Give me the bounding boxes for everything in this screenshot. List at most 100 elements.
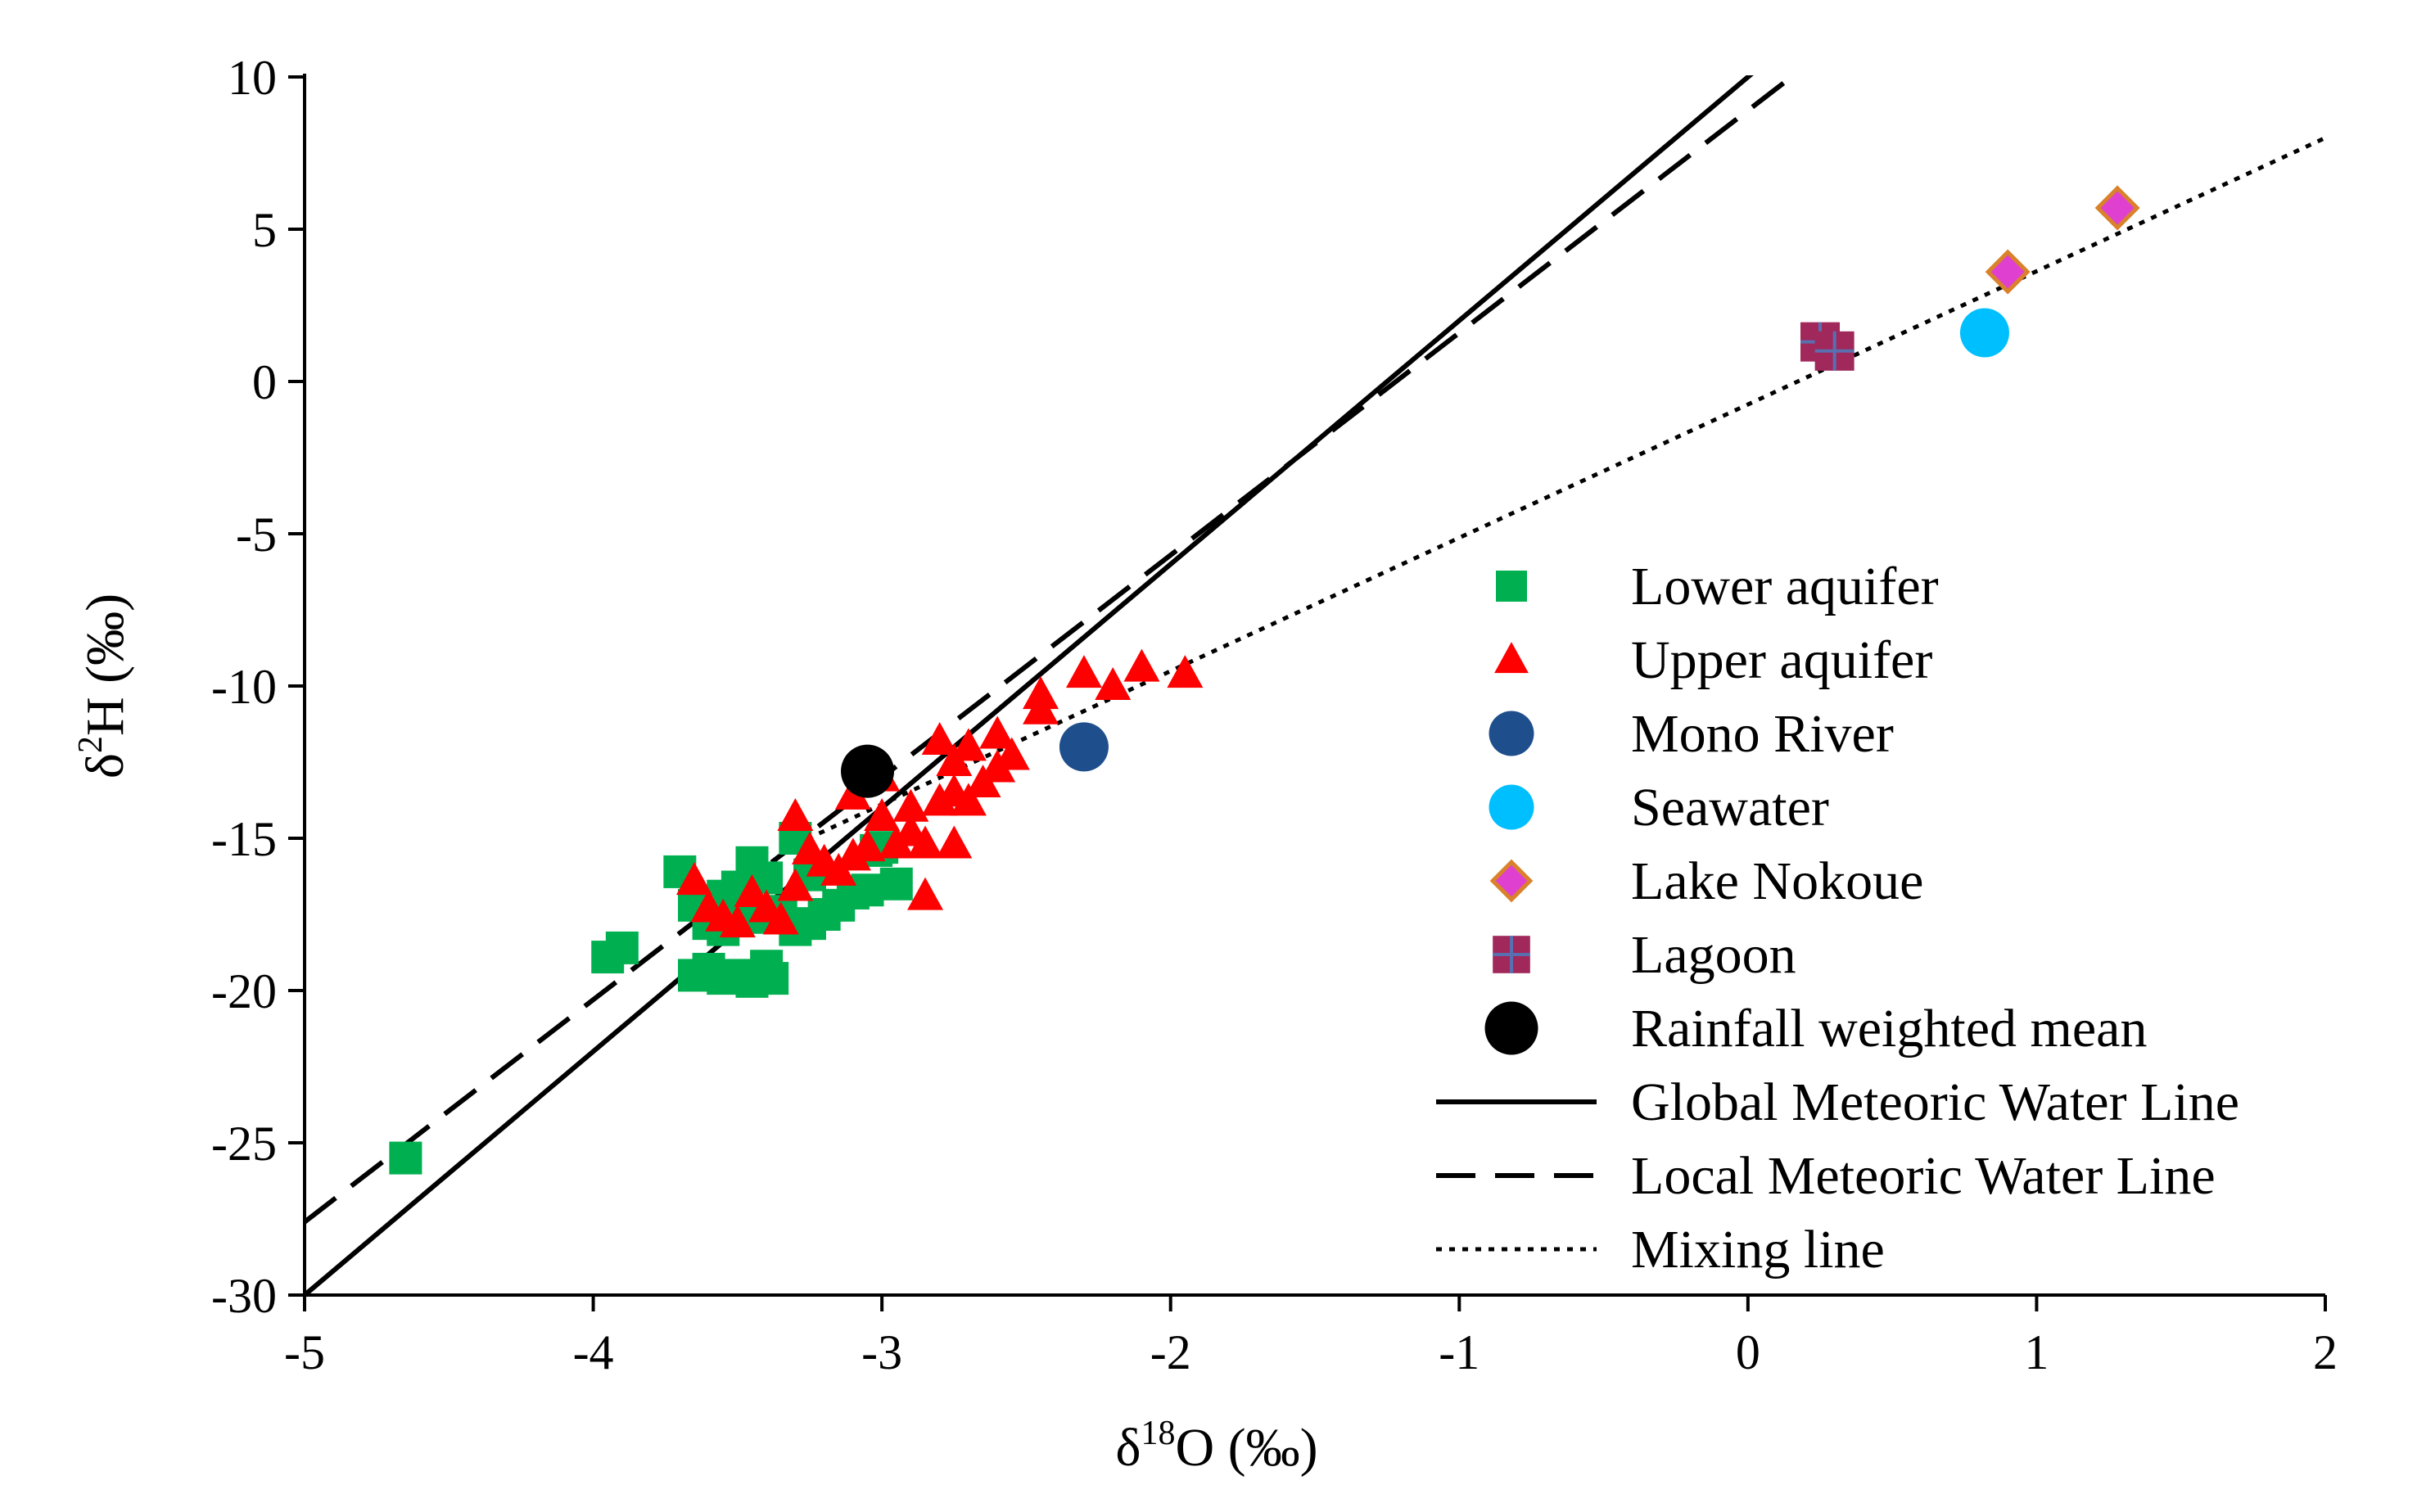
point-upper-aquifer — [719, 905, 756, 938]
point-upper-aquifer — [864, 797, 901, 831]
legend-entry: Local Meteoric Water Line — [1436, 1146, 2216, 1206]
point-upper-aquifer — [950, 728, 987, 761]
legend-swatch-lagoon — [1493, 936, 1530, 973]
point-lagoon — [1814, 331, 1855, 371]
point-upper-aquifer — [762, 901, 799, 935]
point-upper-aquifer — [907, 877, 944, 910]
legend-label: Global Meteoric Water Line — [1631, 1072, 2239, 1132]
line-global-meteoric-water-line — [303, 75, 1754, 1297]
legend-swatch-seawater — [1489, 784, 1534, 830]
y-tick-label: -25 — [211, 1117, 277, 1171]
legend-label: Lagoon — [1631, 925, 1796, 985]
legend-entry: Lagoon — [1493, 925, 1796, 985]
legend-label: Lake Nokoue — [1631, 851, 1923, 911]
point-upper-aquifer — [1167, 655, 1204, 688]
point-upper-aquifer — [993, 737, 1030, 770]
point-upper-aquifer — [1023, 691, 1059, 724]
legend-entry: Mono River — [1489, 704, 1894, 764]
x-tick-label: -1 — [1439, 1325, 1480, 1379]
series-rainfall-weighted-mean — [841, 744, 895, 798]
legend-entry: Rainfall weighted mean — [1484, 999, 2147, 1058]
point-seawater — [1959, 308, 2009, 358]
legend-entry: Lower aquifer — [1496, 557, 1939, 616]
legend-entry: Lake Nokoue — [1489, 851, 1923, 911]
x-axis-title: δ18O (‰) — [1115, 1415, 1317, 1478]
legend-swatch-upper-aquifer — [1494, 642, 1529, 674]
y-axis-title-rest: H (‰) — [75, 594, 135, 736]
point-upper-aquifer — [979, 715, 1016, 749]
legend-entry: Seawater — [1489, 778, 1829, 837]
legend-label: Lower aquifer — [1631, 557, 1939, 616]
point-upper-aquifer — [777, 868, 814, 901]
point-upper-aquifer — [1065, 655, 1102, 688]
y-tick-label: -15 — [211, 812, 277, 866]
y-tick-label: -5 — [236, 508, 277, 562]
axis-labels: δ18O (‰) δ2H (‰) — [72, 594, 1318, 1478]
x-tick-label: -5 — [284, 1325, 325, 1379]
point-lower-aquifer — [879, 867, 913, 900]
legend-label: Mixing line — [1631, 1220, 1885, 1280]
series-upper-aquifer — [675, 648, 1204, 938]
point-lower-aquifer — [756, 962, 789, 995]
legend-entry: Mixing line — [1436, 1220, 1885, 1280]
point-upper-aquifer — [892, 788, 929, 822]
point-upper-aquifer — [675, 862, 712, 896]
point-upper-aquifer — [950, 783, 987, 816]
point-upper-aquifer — [907, 825, 944, 859]
y-tick-label: 0 — [252, 355, 277, 409]
x-tick-label: -3 — [861, 1325, 902, 1379]
point-upper-aquifer — [1095, 667, 1132, 700]
legend-label: Local Meteoric Water Line — [1631, 1146, 2216, 1206]
y-axis-title-sup: 2 — [72, 736, 110, 753]
point-lower-aquifer — [389, 1141, 422, 1175]
legend-swatch-lower-aquifer — [1496, 571, 1527, 602]
point-lake-nokoue — [1985, 249, 2031, 295]
x-tick-label: 0 — [1736, 1325, 1760, 1379]
point-upper-aquifer — [921, 783, 958, 816]
point-upper-aquifer — [921, 721, 958, 755]
point-upper-aquifer — [834, 837, 871, 871]
legend-label: Upper aquifer — [1631, 630, 1932, 690]
x-tick-label: 1 — [2024, 1325, 2049, 1379]
point-rainfall-weighted-mean — [841, 744, 895, 798]
x-axis-title-sup: 18 — [1141, 1415, 1175, 1452]
point-mono-river — [1059, 722, 1109, 772]
point-upper-aquifer — [777, 797, 814, 831]
y-tick-label: -20 — [211, 964, 277, 1018]
point-upper-aquifer — [936, 825, 973, 859]
point-upper-aquifer — [1123, 648, 1160, 682]
legend-label: Rainfall weighted mean — [1631, 999, 2147, 1058]
point-lower-aquifer — [851, 873, 884, 907]
point-upper-aquifer — [734, 873, 770, 907]
legend-swatch-mono-river — [1489, 711, 1534, 756]
legend-entry: Upper aquifer — [1494, 630, 1932, 690]
point-upper-aquifer — [849, 828, 886, 862]
legend-swatch-rainfall-weighted-mean — [1484, 1001, 1538, 1055]
line-local-meteoric-water-line — [303, 75, 1798, 1225]
line-mixing-line — [794, 136, 2327, 846]
y-tick-label: 5 — [252, 203, 277, 257]
legend-label: Seawater — [1631, 778, 1829, 837]
legend-label: Mono River — [1631, 704, 1894, 764]
x-tick-label: 2 — [2313, 1325, 2338, 1379]
series-seawater — [1959, 308, 2009, 358]
x-tick-label: -4 — [573, 1325, 614, 1379]
point-lower-aquifer — [793, 907, 826, 941]
x-axis-title-rest: O (‰) — [1175, 1418, 1317, 1478]
point-upper-aquifer — [936, 743, 973, 776]
legend-entry: Global Meteoric Water Line — [1436, 1072, 2239, 1132]
x-tick-label: -2 — [1150, 1325, 1191, 1379]
y-tick-label: 10 — [228, 51, 277, 105]
point-lake-nokoue — [2094, 185, 2140, 231]
legend: Lower aquifer Upper aquifer Mono River Seaw… — [1436, 557, 2239, 1280]
reference-lines — [303, 75, 2327, 1297]
series-mono-river — [1059, 722, 1109, 772]
y-tick-label: -10 — [211, 660, 277, 714]
y-axis-title: δ2H (‰) — [72, 594, 135, 779]
point-lower-aquifer — [591, 941, 625, 974]
y-tick-label: -30 — [211, 1269, 277, 1323]
series-lagoon — [1800, 322, 1855, 371]
